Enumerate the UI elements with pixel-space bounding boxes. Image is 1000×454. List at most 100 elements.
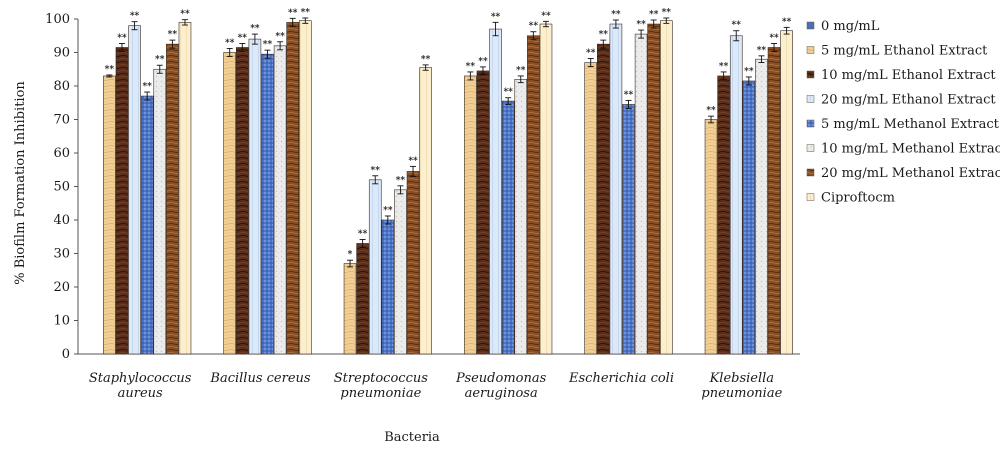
legend-item: 10 mg/mL Methanol Extract <box>806 142 1000 157</box>
bar-group: ************** <box>103 10 192 355</box>
y-tick-label: 40 <box>53 213 70 228</box>
category-label: pneumoniae <box>340 386 421 401</box>
significance-label: ** <box>503 88 513 98</box>
significance-label: ** <box>624 90 634 100</box>
category-label: Pseudomonas <box>455 371 547 386</box>
y-axis: 0 10 20 30 40 50 60 70 80 90 100 <box>45 12 79 362</box>
bar-series: ************************** **************… <box>103 8 793 355</box>
legend-label: 20 mg/mL Methanol Extract <box>821 166 1000 181</box>
y-tick-label: 60 <box>53 146 70 161</box>
bar <box>539 23 553 355</box>
significance-label: ** <box>586 49 596 59</box>
significance-label: ** <box>662 8 672 18</box>
legend-swatch <box>806 193 815 201</box>
bar <box>153 68 167 355</box>
legend-swatch <box>806 144 815 152</box>
bar <box>501 100 515 355</box>
significance-label: * <box>348 250 353 260</box>
bar <box>103 75 116 355</box>
bar <box>476 70 490 355</box>
bar-group: ************** <box>464 11 553 355</box>
bar <box>343 263 357 355</box>
significance-label: ** <box>288 8 298 18</box>
bar <box>356 243 369 355</box>
legend-item: 20 mg/mL Methanol Extract <box>806 166 1000 181</box>
significance-label: ** <box>769 33 779 43</box>
significance-label: ** <box>611 10 621 20</box>
bar <box>368 179 382 355</box>
bar <box>527 35 540 355</box>
significance-label: ** <box>466 62 476 72</box>
bar <box>634 33 648 355</box>
legend-item: 10 mg/mL Ethanol Extract <box>806 68 996 83</box>
y-tick-label: 80 <box>53 79 70 94</box>
y-tick-label: 100 <box>45 12 70 27</box>
significance-label: ** <box>168 30 178 40</box>
bar <box>419 67 432 355</box>
legend-swatch <box>806 21 815 30</box>
bar-group: ************** <box>223 8 312 355</box>
category-label: Escherichia coli <box>568 371 674 386</box>
legend-label: 20 mg/mL Ethanol Extract <box>821 93 996 108</box>
legend-swatch <box>806 119 815 128</box>
significance-label: ** <box>301 8 311 18</box>
y-tick-label: 0 <box>62 347 70 362</box>
legend-label: 10 mg/mL Ethanol Extract <box>821 68 996 83</box>
category-label: aureus <box>118 386 163 401</box>
category-label: Staphylococcus <box>89 371 192 386</box>
significance-label: ** <box>478 57 488 67</box>
significance-label: ** <box>541 11 551 21</box>
category-label: Streptococcus <box>334 371 428 386</box>
significance-label: ** <box>371 166 381 176</box>
y-tick-label: 30 <box>53 247 70 262</box>
significance-label: ** <box>649 10 659 20</box>
bar <box>609 23 623 355</box>
significance-label: ** <box>744 67 754 77</box>
category-label: Klebsiella <box>709 371 774 386</box>
legend-item: 5 mg/mL Methanol Extract <box>806 117 1000 132</box>
significance-label: ** <box>117 33 127 43</box>
legend-item: Ciproftocm <box>806 191 895 206</box>
legend-label: 0 mg/mL <box>821 19 880 34</box>
y-tick-label: 10 <box>53 314 70 329</box>
significance-label: ** <box>180 10 190 20</box>
significance-label: ** <box>636 20 646 30</box>
bar <box>394 189 407 355</box>
bar <box>381 219 395 355</box>
bar <box>236 47 249 355</box>
significance-label: ** <box>105 65 115 75</box>
bar <box>140 95 154 355</box>
bar <box>704 119 718 355</box>
significance-label: ** <box>396 176 406 186</box>
bar <box>223 52 236 355</box>
y-axis-title: % Biofilm Formation Inhibition <box>13 81 28 285</box>
bar-group: ************** <box>704 17 793 355</box>
significance-label: ** <box>421 55 431 65</box>
bar <box>298 20 312 355</box>
bar <box>622 104 635 355</box>
legend-label: 10 mg/mL Methanol Extract <box>821 142 1000 157</box>
significance-label: ** <box>225 38 235 48</box>
bar <box>514 79 528 355</box>
y-tick-label: 50 <box>53 180 70 195</box>
significance-label: ** <box>142 82 152 92</box>
bar <box>780 30 793 355</box>
bar <box>128 25 141 355</box>
significance-label: ** <box>706 106 716 116</box>
bar <box>584 62 598 355</box>
legend-label: 5 mg/mL Ethanol Extract <box>821 44 988 59</box>
significance-label: ** <box>516 66 526 76</box>
y-tick-label: 20 <box>53 280 70 295</box>
legend-swatch <box>806 70 815 79</box>
bar <box>489 28 502 355</box>
bar <box>755 58 768 355</box>
bar <box>166 43 179 355</box>
legend-swatch <box>806 95 815 103</box>
category-label: aeruginosa <box>465 386 538 401</box>
legend-item: 0 mg/mL <box>806 19 880 34</box>
bar <box>742 80 756 355</box>
bar <box>115 47 129 355</box>
bar <box>464 75 477 355</box>
